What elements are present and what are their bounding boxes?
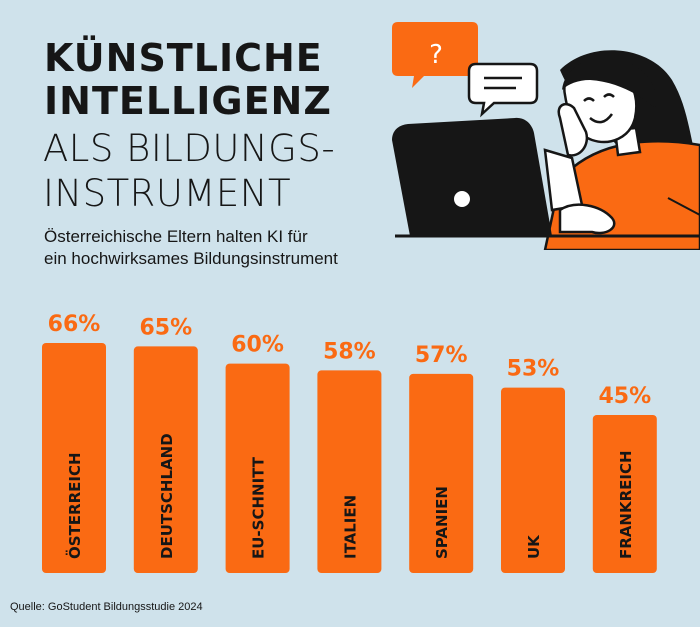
title-light: ALS BILDUNGS- INSTRUMENT (43, 126, 335, 216)
value-label-2: 60% (231, 333, 284, 358)
subtitle: Österreichische Eltern halten KI für ein… (44, 226, 338, 270)
bar-1 (133, 346, 198, 573)
smile (589, 113, 614, 124)
laptop-logo-icon (454, 191, 470, 207)
value-label-3: 58% (323, 339, 376, 364)
hand-cheek (557, 102, 589, 157)
laptop-shape (392, 117, 552, 236)
source-note: Quelle: GoStudent Bildungsstudie 2024 (10, 601, 203, 613)
category-label-0: ÖSTERREICH (65, 452, 84, 559)
category-label-2: EU-SCHNITT (250, 456, 268, 559)
category-label-3: ITALIEN (341, 495, 359, 559)
title-line-3: ALS BILDUNGS- (43, 127, 336, 170)
bars-group: 66% ÖSTERREICH 65% DEUTSCHLAND 60% EU-SCHNITT… (42, 312, 657, 573)
value-label-6: 45% (598, 384, 651, 409)
title-line-2: INTELLIGENZ (44, 79, 332, 123)
pen-shape (667, 197, 700, 216)
title-line-4: INSTRUMENT (43, 172, 292, 215)
value-label-4: 57% (415, 343, 468, 368)
value-label-5: 53% (507, 357, 560, 382)
fringe-shape (562, 57, 657, 108)
subtitle-line-1: Österreichische Eltern halten KI für (44, 227, 308, 246)
value-label-0: 66% (48, 312, 101, 337)
category-label-4: SPANIEN (433, 486, 451, 559)
bar-2 (225, 363, 290, 573)
bar-6 (592, 415, 657, 573)
bar-0 (42, 343, 106, 573)
bar-5 (501, 387, 565, 573)
eye-left (583, 97, 595, 102)
category-label-5: UK (525, 534, 543, 559)
category-label-1: DEUTSCHLAND (158, 433, 176, 559)
woman-laptop-illustration: ? (392, 22, 700, 250)
question-mark-glyph: ? (429, 40, 443, 70)
value-label-1: 65% (139, 315, 192, 340)
category-label-6: FRANKREICH (617, 450, 635, 559)
hand-table (558, 203, 616, 235)
title-bold: KÜNSTLICHE INTELLIGENZ (44, 37, 332, 123)
eye-right (603, 93, 615, 98)
subtitle-line-2: ein hochwirksames Bildungsinstrument (44, 249, 338, 268)
bar-3 (317, 370, 382, 573)
bar-4 (409, 373, 474, 573)
speech-bubble-question-icon (392, 22, 478, 88)
title-line-1: KÜNSTLICHE (44, 36, 323, 80)
